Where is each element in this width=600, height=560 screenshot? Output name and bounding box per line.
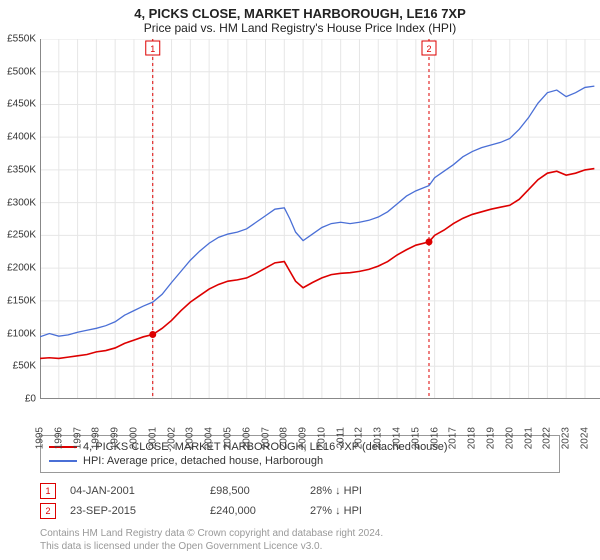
y-tick-label: £550K <box>7 34 36 45</box>
svg-text:2: 2 <box>426 44 431 54</box>
tx-price: £240,000 <box>210 505 310 517</box>
chart-svg: 12 <box>40 39 600 399</box>
y-tick-label: £500K <box>7 66 36 77</box>
x-tick-label: 2014 <box>392 427 403 449</box>
x-tick-label: 2017 <box>448 427 459 449</box>
x-tick-label: 2007 <box>260 427 271 449</box>
x-tick-label: 2012 <box>354 427 365 449</box>
y-tick-label: £450K <box>7 99 36 110</box>
x-tick-label: 2011 <box>335 427 346 449</box>
x-tick-label: 2015 <box>410 427 421 449</box>
y-tick-label: £300K <box>7 197 36 208</box>
tx-marker-icon: 1 <box>40 483 56 499</box>
x-tick-label: 2000 <box>128 427 139 449</box>
transaction-row: 2 23-SEP-2015£240,00027% ↓ HPI <box>40 501 560 521</box>
tx-marker-icon: 2 <box>40 503 56 519</box>
y-tick-label: £50K <box>13 361 36 372</box>
x-tick-label: 2021 <box>523 427 534 449</box>
x-tick-label: 1995 <box>35 427 46 449</box>
y-tick-label: £0 <box>25 394 36 405</box>
tx-price: £98,500 <box>210 485 310 497</box>
transaction-table: 1 04-JAN-2001£98,50028% ↓ HPI 2 23-SEP-2015… <box>40 481 560 521</box>
x-tick-label: 2013 <box>373 427 384 449</box>
x-tick-label: 2002 <box>166 427 177 449</box>
x-tick-label: 2009 <box>298 427 309 449</box>
legend-swatch <box>49 460 77 462</box>
y-tick-label: £150K <box>7 295 36 306</box>
transaction-row: 1 04-JAN-2001£98,50028% ↓ HPI <box>40 481 560 501</box>
tx-diff: 27% ↓ HPI <box>310 505 430 517</box>
x-tick-label: 2018 <box>467 427 478 449</box>
x-tick-label: 2006 <box>241 427 252 449</box>
tx-date: 04-JAN-2001 <box>70 485 210 497</box>
x-tick-label: 2010 <box>316 427 327 449</box>
y-tick-label: £400K <box>7 132 36 143</box>
x-tick-label: 1996 <box>53 427 64 449</box>
legend-label: HPI: Average price, detached house, Harb… <box>83 455 323 467</box>
svg-text:1: 1 <box>150 44 155 54</box>
chart-area: £0£50K£100K£150K£200K£250K£300K£350K£400… <box>40 39 600 399</box>
footer: Contains HM Land Registry data © Crown c… <box>40 527 560 553</box>
x-tick-label: 2024 <box>579 427 590 449</box>
y-tick-label: £350K <box>7 164 36 175</box>
footer-line: This data is licensed under the Open Gov… <box>40 540 560 553</box>
x-tick-label: 2001 <box>147 427 158 449</box>
y-axis-labels: £0£50K£100K£150K£200K£250K£300K£350K£400… <box>0 39 38 399</box>
x-axis-labels: 1995199619971998199920002001200220032004… <box>40 399 600 429</box>
x-tick-label: 2008 <box>279 427 290 449</box>
x-tick-label: 2005 <box>222 427 233 449</box>
x-tick-label: 2003 <box>185 427 196 449</box>
x-tick-label: 2004 <box>204 427 215 449</box>
y-tick-label: £100K <box>7 328 36 339</box>
y-tick-label: £250K <box>7 230 36 241</box>
footer-line: Contains HM Land Registry data © Crown c… <box>40 527 560 540</box>
tx-diff: 28% ↓ HPI <box>310 485 430 497</box>
x-tick-label: 2022 <box>542 427 553 449</box>
x-tick-label: 2019 <box>486 427 497 449</box>
x-tick-label: 2023 <box>561 427 572 449</box>
chart-title: 4, PICKS CLOSE, MARKET HARBOROUGH, LE16 … <box>0 0 600 21</box>
x-tick-label: 1998 <box>91 427 102 449</box>
legend-item: HPI: Average price, detached house, Harb… <box>49 454 551 468</box>
x-tick-label: 2016 <box>429 427 440 449</box>
x-tick-label: 1999 <box>110 427 121 449</box>
y-tick-label: £200K <box>7 263 36 274</box>
x-tick-label: 2020 <box>504 427 515 449</box>
chart-subtitle: Price paid vs. HM Land Registry's House … <box>0 21 600 39</box>
x-tick-label: 1997 <box>72 427 83 449</box>
tx-date: 23-SEP-2015 <box>70 505 210 517</box>
